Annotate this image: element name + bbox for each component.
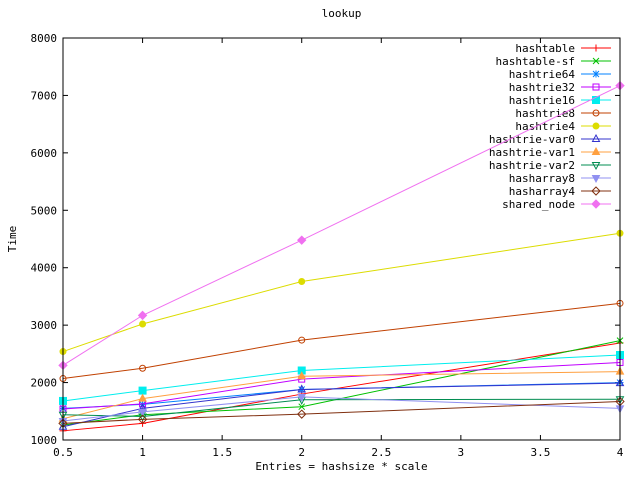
series-line [62, 232, 621, 353]
legend-marker-circle-filled [592, 122, 600, 130]
y-tick-label: 7000 [31, 89, 58, 102]
legend-marker-diamond-open [591, 186, 601, 196]
legend-marker-triangle-down-open [591, 162, 601, 171]
data-point-marker [138, 408, 147, 417]
y-tick-label: 8000 [31, 32, 58, 45]
data-point-marker [298, 277, 306, 285]
data-point-marker [297, 235, 307, 245]
legend-marker-triangle-up-filled [591, 146, 601, 155]
series-line [62, 398, 621, 417]
legend-label: hashtrie-var0 [489, 133, 575, 146]
data-point-marker [138, 393, 147, 402]
series-hashtrie4 [59, 229, 624, 356]
y-tick-label: 4000 [31, 262, 58, 275]
legend-marker-cross [592, 57, 600, 65]
data-point-marker [139, 320, 147, 328]
legend-label: hasharray8 [509, 172, 575, 185]
x-axis-label: Entries = hashsize * scale [255, 460, 427, 473]
data-point-marker [139, 364, 147, 372]
legend-marker-plus [592, 44, 600, 52]
legend-marker-square-open [592, 83, 600, 91]
x-tick-label: 0.5 [53, 446, 73, 459]
y-tick-label: 1000 [31, 434, 58, 447]
legend-marker-circle-open [592, 109, 600, 117]
legend-entry-shared_node: shared_node [502, 198, 611, 211]
legend-entry-hashtrie-var1: hashtrie-var1 [489, 146, 611, 159]
legend-entry-hashtable: hashtable [515, 42, 611, 55]
data-point-marker [137, 310, 148, 321]
legend-label: hashtable [515, 42, 575, 55]
data-point-marker [298, 336, 306, 344]
x-tick-label: 1.5 [212, 446, 232, 459]
series-line [62, 354, 621, 402]
legend-marker-triangle-up-open [591, 133, 601, 142]
legend-entry-hashtrie4: hashtrie4 [515, 120, 611, 133]
legend-label: hashtrie-var1 [489, 146, 575, 159]
legend-entry-hashtrie64: hashtrie64 [509, 68, 611, 81]
legend-marker-asterisk [592, 70, 600, 78]
legend-entry-hashtrie-var2: hashtrie-var2 [489, 159, 611, 172]
data-point-marker [297, 384, 307, 393]
x-tick-label: 4 [617, 446, 624, 459]
legend-label: hashtrie64 [509, 68, 576, 81]
legend-label: hasharray4 [509, 185, 576, 198]
legend-entry-hashtrie16: hashtrie16 [509, 94, 611, 107]
series-line [62, 371, 621, 420]
y-tick-label: 6000 [31, 147, 58, 160]
plot-border [62, 37, 621, 441]
series-line [62, 85, 621, 366]
legend-label: hashtrie4 [515, 120, 575, 133]
legend-entry-hasharray4: hasharray4 [509, 185, 611, 198]
chart-title: lookup [322, 7, 362, 20]
x-tick-label: 3 [458, 446, 465, 459]
y-tick-label: 5000 [31, 204, 58, 217]
legend-entry-hashtrie8: hashtrie8 [515, 107, 611, 120]
data-point-marker [297, 393, 307, 402]
legend-entry-hashtrie-var0: hashtrie-var0 [489, 133, 611, 146]
x-tick-label: 1 [139, 446, 146, 459]
series-line [62, 361, 621, 410]
y-tick-label: 3000 [31, 319, 58, 332]
legend-label: hashtrie8 [515, 107, 575, 120]
legend-label: shared_node [502, 198, 575, 211]
series-line [62, 302, 621, 380]
data-point-marker [138, 386, 147, 395]
data-point-marker [137, 414, 148, 425]
data-point-marker [297, 409, 307, 419]
series-line [62, 396, 621, 422]
series-line [62, 401, 621, 424]
data-point-marker [298, 403, 306, 411]
x-tick-label: 2.5 [371, 446, 391, 459]
series-line [62, 382, 621, 428]
series-hasharray8 [58, 393, 625, 427]
series-line [62, 342, 621, 432]
x-tick-label: 2 [298, 446, 305, 459]
legend-entry-hashtable-sf: hashtable-sf [496, 55, 611, 68]
legend-label: hashtable-sf [496, 55, 575, 68]
legend-entry-hashtrie32: hashtrie32 [509, 81, 611, 94]
data-point-marker [297, 371, 307, 380]
y-tick-label: 2000 [31, 377, 58, 390]
legend-label: hashtrie16 [509, 94, 575, 107]
legend-marker-square-filled [592, 96, 600, 104]
legend: hashtablehashtable-sfhashtrie64hashtrie3… [489, 42, 611, 211]
legend-marker-triangle-down-filled [591, 175, 601, 184]
legend-label: hashtrie32 [509, 81, 575, 94]
y-axis-label: Time [6, 226, 19, 253]
x-tick-label: 3.5 [530, 446, 550, 459]
legend-marker-diamond-filled [591, 199, 601, 209]
legend-label: hashtrie-var2 [489, 159, 575, 172]
legend-entry-hasharray8: hasharray8 [509, 172, 611, 185]
